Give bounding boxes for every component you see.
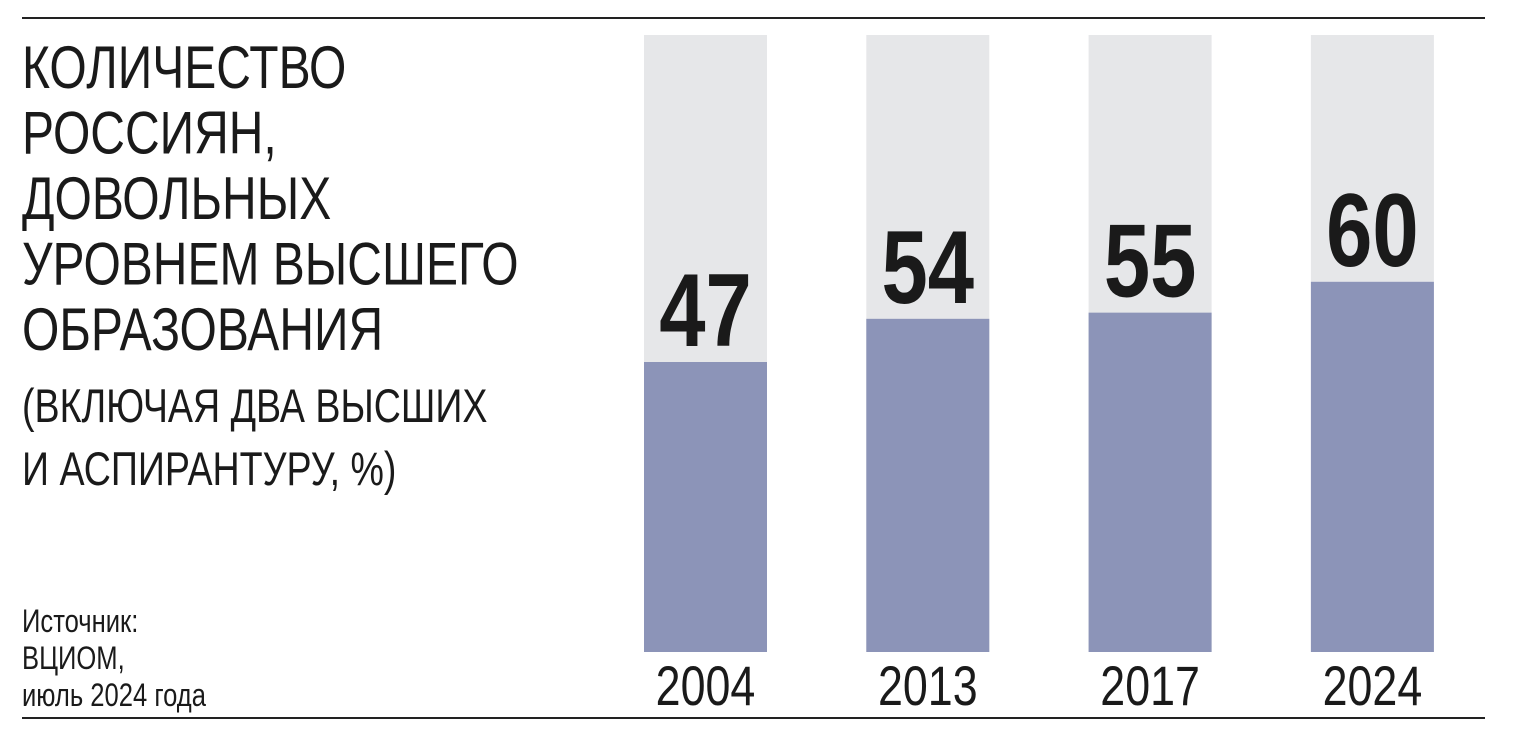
x-tick-label: 2004	[656, 654, 756, 717]
title-line: РОССИЯН,	[22, 99, 277, 166]
title-line: ОБРАЗОВАНИЯ	[22, 296, 383, 363]
title-line: УРОВНЕМ ВЫСШЕГО	[22, 230, 519, 297]
source-line: июль 2024 года	[22, 678, 207, 713]
value-label: 54	[882, 209, 975, 325]
source-line: Источник:	[22, 604, 138, 639]
bar	[1310, 281, 1434, 652]
source-line: ВЦИОМ,	[22, 641, 125, 676]
x-tick-label: 2024	[1323, 654, 1423, 717]
bar	[1088, 312, 1212, 652]
bar	[866, 318, 990, 652]
x-tick-label: 2017	[1100, 654, 1200, 717]
title-line: КОЛИЧЕСТВО	[22, 34, 346, 101]
value-label: 55	[1104, 203, 1197, 319]
subtitle-line: И АСПИРАНТУРУ, %)	[22, 443, 396, 496]
value-label: 60	[1326, 172, 1419, 288]
title-line: ДОВОЛЬНЫХ	[22, 165, 331, 232]
bar	[644, 362, 767, 652]
value-label: 47	[659, 252, 752, 368]
x-tick-label: 2013	[878, 654, 978, 717]
subtitle-line: (ВКЛЮЧАЯ ДВА ВЫСШИХ	[22, 380, 487, 433]
